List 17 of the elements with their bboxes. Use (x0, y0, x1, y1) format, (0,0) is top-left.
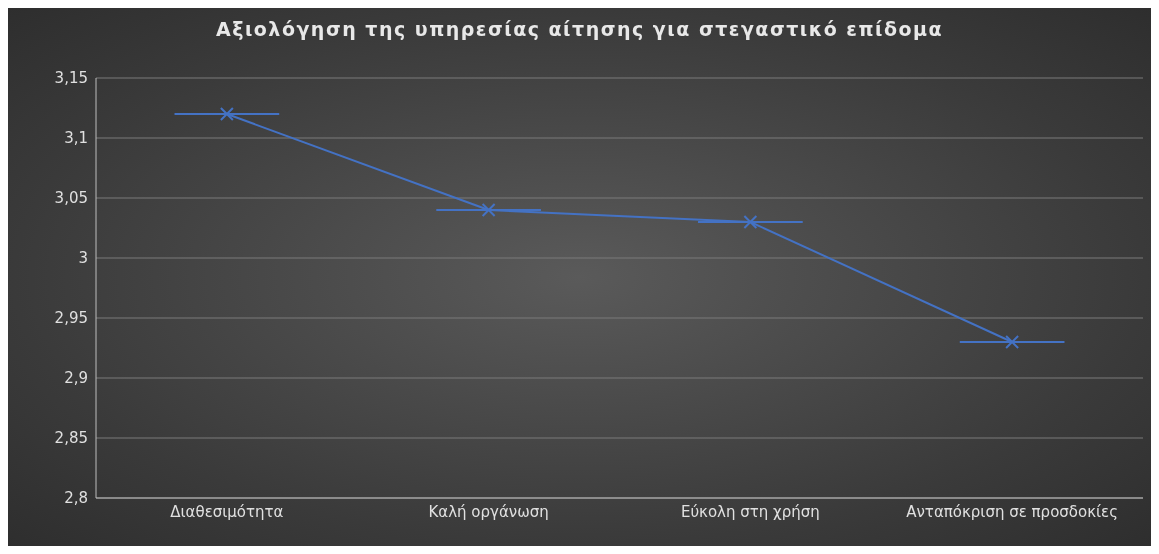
y-tick-label: 2,95 (54, 309, 88, 328)
y-tick-label: 2,9 (64, 369, 88, 388)
chart-title: Αξιολόγηση της υπηρεσίας αίτησης για στεγαστικό επίδομα (214, 18, 945, 40)
x-tick-label: Εύκολη στη χρήση (680, 502, 820, 521)
x-tick-label: Καλή οργάνωση (428, 502, 549, 521)
y-tick-label: 3,15 (54, 69, 88, 88)
point (219, 107, 234, 121)
y-tick-label: 3,05 (54, 189, 88, 208)
point (743, 215, 758, 229)
y-tick-label: 3,1 (64, 129, 88, 148)
x-tick-label: Ανταπόκριση σε προσδοκίες (906, 502, 1119, 521)
y-tick-label: 2,8 (64, 489, 88, 508)
y-tick-label: 3 (78, 249, 88, 268)
x-tick-label: Διαθεσιμότητα (170, 502, 284, 521)
point (1005, 335, 1020, 349)
point (481, 203, 496, 217)
y-tick-label: 2,85 (54, 429, 88, 448)
